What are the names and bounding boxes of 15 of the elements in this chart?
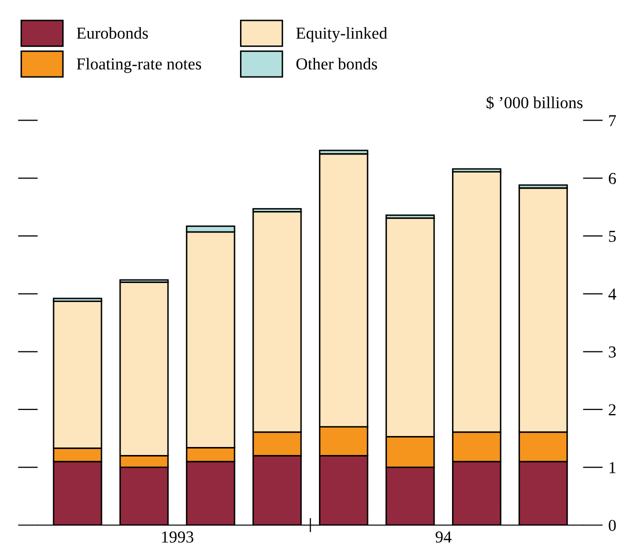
legend-label: Floating-rate notes (76, 58, 202, 73)
y-tick-label: 5 (609, 230, 616, 242)
y-tick-label: 1 (610, 462, 616, 474)
text: 1993 (162, 531, 194, 543)
y-tick-label: 4 (608, 288, 616, 300)
y-tick-label: 2 (608, 404, 616, 416)
text: 94 (436, 531, 452, 543)
legend-label: Equity-linked (296, 27, 388, 42)
legend-label: Other bonds (296, 58, 378, 70)
y-axis-title: $ ’000 billions (486, 96, 583, 110)
y-tick-label: 3 (608, 346, 616, 358)
y-tick-label: 0 (608, 520, 616, 532)
y-tick-label: 7 (609, 115, 616, 126)
legend-label: Eurobonds (76, 27, 148, 39)
y-tick-label: 6 (608, 172, 616, 184)
